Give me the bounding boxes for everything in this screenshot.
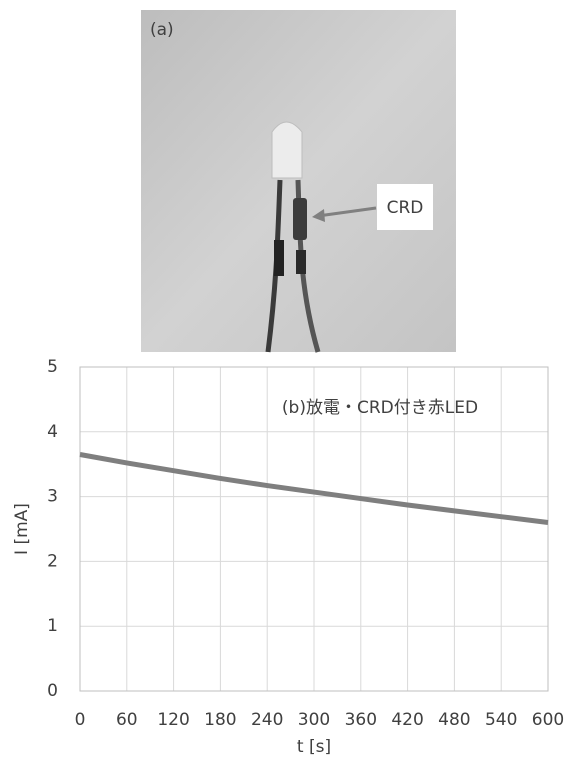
- chart: 0 1 2 3 4 5 0 60 120 180 240 300 360 420 480 540 600 (b)放…: [12, 357, 564, 757]
- x-tick-label: 300: [298, 710, 330, 730]
- y-tick-label: 2: [47, 551, 58, 571]
- data-line: [79, 452, 549, 526]
- y-tick-label: 4: [47, 422, 58, 442]
- y-tick-label: 1: [47, 616, 58, 636]
- y-tick-label: 0: [47, 681, 58, 701]
- annotation: (b)放電・CRD付き赤LED: [282, 398, 478, 418]
- y-tick-label: 3: [47, 487, 58, 507]
- sleeve: [296, 250, 306, 274]
- x-tick-label: 360: [345, 710, 377, 730]
- x-axis-label: t [s]: [297, 737, 331, 757]
- y-axis-label: I [mA]: [12, 503, 32, 555]
- x-tick-label: 240: [251, 710, 283, 730]
- sleeve: [274, 240, 284, 276]
- crd-body: [293, 198, 307, 240]
- x-tick-label: 480: [438, 710, 470, 730]
- x-tick-label: 0: [75, 710, 86, 730]
- photo-label: (a): [150, 20, 174, 40]
- x-tick-label: 540: [485, 710, 517, 730]
- arrow-head: [312, 209, 325, 222]
- x-tick-label: 600: [532, 710, 564, 730]
- x-tick-label: 120: [157, 710, 189, 730]
- callout-arrow: [317, 206, 377, 218]
- x-tick-label: 420: [391, 710, 423, 730]
- y-tick-label: 5: [47, 357, 58, 377]
- callout-label: CRD: [387, 198, 424, 218]
- plot-border: [79, 366, 549, 692]
- x-tick-label: 180: [204, 710, 236, 730]
- led: [271, 121, 303, 179]
- photo: (a) CRD: [141, 10, 456, 353]
- x-tick-label: 60: [116, 710, 138, 730]
- callout-box: [377, 184, 433, 230]
